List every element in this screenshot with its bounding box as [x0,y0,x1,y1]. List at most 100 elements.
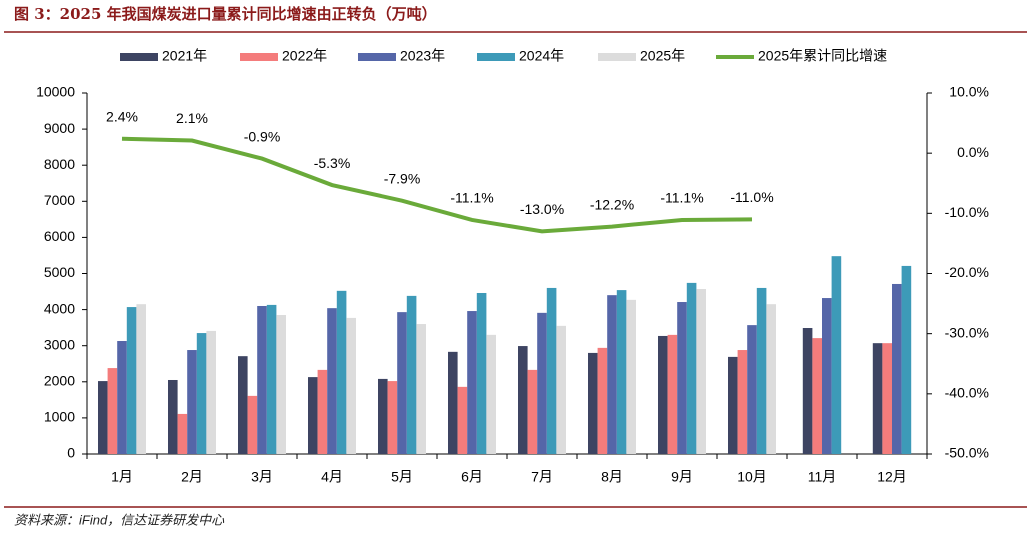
x-tick-label: 9月 [671,469,693,485]
x-tick-label: 4月 [321,469,343,485]
bar [238,356,248,454]
y-tick-label: 4000 [44,300,75,316]
bar [831,256,842,454]
data-label: 2.4% [106,108,138,124]
x-tick-label: 3月 [251,469,273,485]
bar [308,377,318,454]
y-tick-label: 6000 [44,228,75,244]
bar [766,304,776,454]
chart-title: 图 3：2025 年我国煤炭进口量累计同比增速由正转负（万吨） [14,5,437,23]
bar [416,324,426,454]
bar [667,334,678,454]
x-tick-label: 10月 [737,469,767,485]
bar [266,304,277,454]
legend-swatch [358,53,396,61]
bar [597,347,608,454]
y-tick-label: 2000 [44,373,75,389]
bar [556,325,566,454]
bar [728,356,738,454]
legend-label: 2024年 [519,48,564,64]
y2-tick-label: -50.0% [945,445,989,461]
y2-tick-label: -30.0% [945,324,989,340]
bar [677,302,687,454]
legend-label: 2022年 [282,48,327,64]
bar [177,413,188,454]
y-tick-label: 7000 [44,192,75,208]
bar [802,328,813,454]
bar [387,381,398,454]
legend-label: 2025年累计同比增速 [758,48,887,64]
bar [518,346,528,454]
data-label: -13.0% [520,201,564,217]
legend-label: 2025年 [640,48,685,64]
bar [136,304,146,454]
y-tick-label: 3000 [44,336,75,352]
bar [168,379,178,454]
bar [686,282,697,454]
x-tick-label: 12月 [877,469,907,485]
bar [327,308,337,454]
bar [658,335,668,454]
y-tick-label: 5000 [44,264,75,280]
bar [737,350,748,454]
bar [126,307,137,454]
x-tick-label: 5月 [391,469,413,485]
bar [98,381,108,454]
bar [117,341,127,454]
bar [812,338,822,454]
y-tick-label: 10000 [36,84,75,100]
legend-swatch [598,53,636,61]
bar [616,290,627,454]
line-series [121,136,753,234]
bar [257,305,267,454]
y2-tick-label: -20.0% [945,264,989,280]
legend-swatch [120,53,158,61]
bar [747,325,757,454]
bar [187,350,197,454]
bar [247,395,258,454]
y2-tick-label: -10.0% [945,204,989,220]
y-tick-label: 8000 [44,156,75,172]
bar [206,330,216,454]
bar [397,312,407,454]
y-tick-label: 1000 [44,409,75,425]
legend-swatch [477,53,515,61]
bar [696,289,706,454]
data-label: -7.9% [384,170,421,186]
bar [588,352,598,454]
data-label: -5.3% [314,155,351,171]
bar [892,283,902,454]
data-label: 2.1% [176,110,208,126]
x-tick-label: 7月 [531,469,553,485]
bar [467,311,477,454]
bar [872,343,883,454]
x-tick-label: 8月 [601,469,623,485]
bar [196,333,207,454]
legend-label: 2023年 [400,48,445,64]
x-tick-label: 11月 [808,469,837,485]
bar [276,315,286,454]
data-label: -11.1% [450,190,493,206]
x-tick-label: 1月 [111,469,133,485]
bar [107,368,118,454]
bar [486,334,496,454]
bar [476,292,487,454]
bar [882,343,892,454]
source-note: 资料来源：iFind，信达证券研发中心 [14,512,225,527]
bar [901,265,912,454]
bar [822,298,832,454]
bar [317,369,328,454]
bar [346,317,356,454]
y-tick-label: 0 [67,445,75,461]
bar [457,386,468,454]
y2-tick-label: 10.0% [949,84,989,100]
y2-tick-label: -40.0% [945,385,989,401]
bar [546,287,557,454]
data-label: -11.0% [730,189,773,205]
y2-tick-label: 0.0% [957,144,989,160]
bar [527,369,538,454]
bar [448,351,458,454]
bar [537,312,547,454]
bar [607,295,617,454]
